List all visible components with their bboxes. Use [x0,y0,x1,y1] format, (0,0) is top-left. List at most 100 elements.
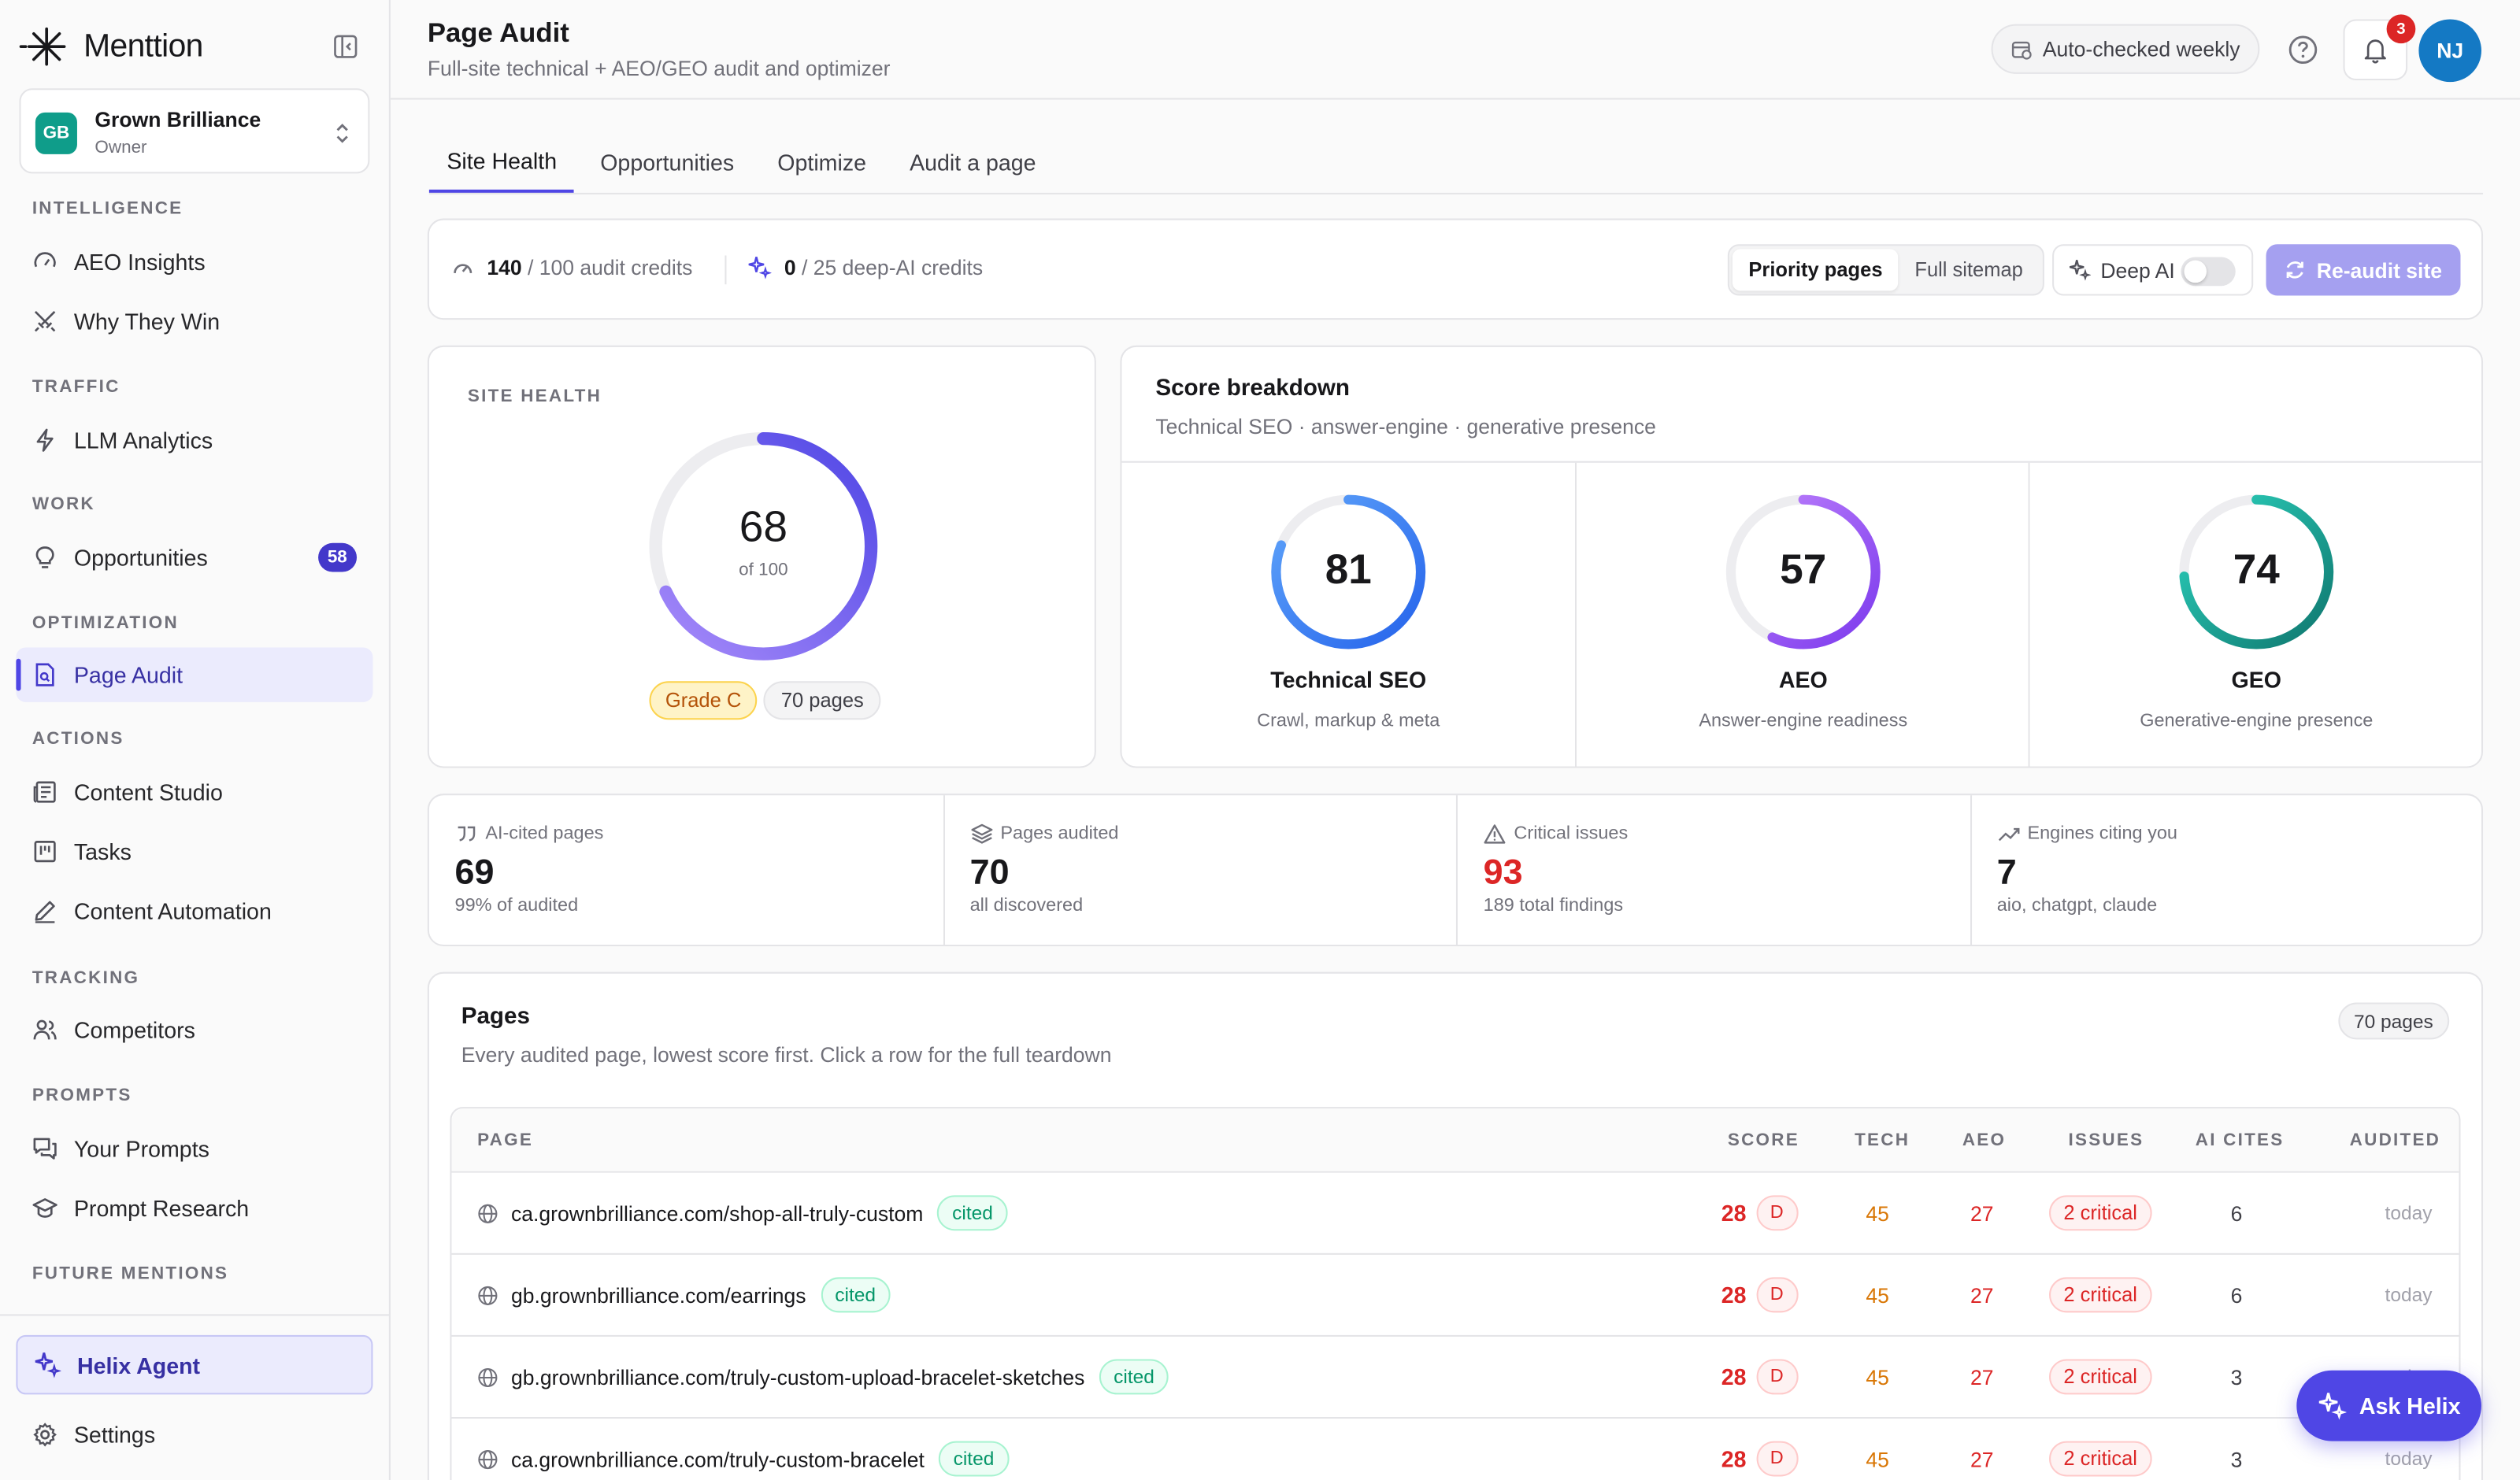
sidebar-item-label: Page Audit [73,661,183,688]
column-audited[interactable]: AUDITED [2349,1130,2441,1151]
stat-label-group: AI-cited pages [455,823,603,845]
table-row[interactable]: ca.grownbrilliance.com/truly-custom-brac… [451,1419,2459,1480]
score-gauge-arc [1271,494,1426,649]
table-row[interactable]: ca.grownbrilliance.com/shop-all-truly-cu… [451,1173,2459,1255]
tab-site-health[interactable]: Site Health [428,131,575,193]
sidebar-item-aeo-insights[interactable]: AEO Insights [16,235,372,289]
notifications-button[interactable]: 3 [2343,14,2416,81]
stat-subtext: all discovered [969,896,1084,916]
tab-opportunities[interactable]: Opportunities [600,149,735,176]
full-sitemap-option[interactable]: Full sitemap [1914,258,2023,282]
users-icon [32,1017,58,1043]
grade-badge: Grade C [649,681,758,720]
sparkles-icon [2318,1393,2347,1420]
app-name: Menttion [83,28,203,64]
graduation-cap-icon [32,1195,58,1221]
section-label-prompts: PROMPTS [32,1086,132,1106]
score-name: Technical SEO [1270,666,1427,693]
page-score: 28 [1721,1445,1747,1472]
critical-issues-badge: 2 critical [2049,1277,2152,1313]
grade-badge: D [1755,1441,1798,1477]
column-tech[interactable]: TECH [1855,1130,1910,1151]
auto-checked-label: Auto-checked weekly [2042,36,2240,61]
table-row[interactable]: gb.grownbrilliance.com/earrings cited 28 D 4… [451,1255,2459,1337]
sidebar-item-helix-agent[interactable]: Helix Agent [16,1334,373,1395]
grade-badge: D [1755,1277,1798,1313]
top-header: Page Audit Full-site technical + AEO/GEO… [390,0,2520,100]
audited-date: today [2385,1201,2433,1225]
ask-helix-button[interactable]: Ask Helix [2296,1370,2481,1441]
aeo-score: 27 [1970,1201,1994,1226]
sidebar-item-why-they-win[interactable]: Why They Win [16,294,372,348]
help-icon[interactable] [2287,34,2319,66]
priority-pages-option[interactable]: Priority pages [1732,249,1899,291]
scope-segmented-control: Priority pages Full sitemap [1727,244,2044,296]
stat-label: Engines citing you [2027,823,2177,844]
score-breakdown-card: Score breakdown Technical SEO · answer-e… [1120,345,2484,768]
site-health-label: SITE HEALTH [467,387,602,407]
column-aeo[interactable]: AEO [1962,1130,2007,1151]
score-name: AEO [1778,666,1828,693]
score-column-aeo: 57 AEO Answer-engine readiness [1574,462,2029,768]
credits-toolbar: 140 / 100 audit credits 0 / 25 deep-AI c… [427,218,2484,320]
cited-badge: cited [937,1195,1008,1231]
re-audit-button[interactable]: Re-audit site [2266,244,2461,296]
auto-checked-badge[interactable]: Auto-checked weekly [1991,24,2260,74]
sidebar-item-opportunities[interactable]: Opportunities 58 [16,530,372,584]
deep-ai-credits: 0 / 25 deep-AI credits [747,255,983,279]
page-url[interactable]: ca.grownbrilliance.com/truly-custom-brac… [510,1446,925,1471]
tab-audit-a-page[interactable]: Audit a page [910,149,1036,176]
stat-engines-citing-you: Engines citing you 7 aio, chatgpt, claude [1970,795,2482,945]
table-row[interactable]: gb.grownbrilliance.com/truly-custom-uplo… [451,1337,2459,1419]
sidebar-item-content-studio[interactable]: Content Studio [16,764,372,819]
site-health-gauge: 68 of 100 [643,426,884,667]
page-url[interactable]: gb.grownbrilliance.com/earrings [510,1282,806,1308]
globe-icon [478,1203,498,1223]
sidebar-item-llm-analytics[interactable]: LLM Analytics [16,413,372,467]
sidebar-item-content-automation[interactable]: Content Automation [16,883,372,938]
audited-date: today [2385,1447,2433,1471]
sidebar-item-page-audit[interactable]: Page Audit [16,647,373,702]
page-cell: ca.grownbrilliance.com/shop-all-truly-cu… [477,1173,1008,1253]
org-switcher[interactable]: GB Grown Brilliance Owner [19,88,370,174]
critical-issues-badge: 2 critical [2049,1441,2152,1477]
globe-icon [478,1285,498,1304]
column-score[interactable]: SCORE [1727,1130,1799,1151]
tab-optimize[interactable]: Optimize [777,149,866,176]
sidebar-item-prompt-research[interactable]: Prompt Research [16,1181,372,1235]
pages-count-badge: 70 pages [2337,1002,2450,1040]
score-description: Generative-engine presence [2140,712,2374,731]
user-avatar[interactable]: NJ [2418,19,2481,83]
sidebar-item-label: Prompt Research [73,1195,250,1222]
section-label-tracking: TRACKING [32,968,140,989]
stat-value: 93 [1483,851,1523,892]
chat-icon [32,1136,58,1162]
column-ai-cites[interactable]: AI CITES [2195,1130,2285,1151]
sidebar-item-settings[interactable]: Settings [16,1408,372,1462]
trend-icon [1997,827,2019,842]
newspaper-icon [32,779,58,805]
page-url[interactable]: ca.grownbrilliance.com/shop-all-truly-cu… [510,1201,924,1226]
sidebar-divider [0,1314,391,1316]
site-health-score: 68 [739,502,788,551]
score-description: Crawl, markup & meta [1257,712,1440,731]
score-value: 74 [2233,544,2280,594]
page-url[interactable]: gb.grownbrilliance.com/truly-custom-uplo… [510,1364,1085,1389]
column-page[interactable]: PAGE [477,1130,534,1151]
sidebar-item-competitors[interactable]: Competitors [16,1002,372,1056]
deep-ai-toggle[interactable] [2181,257,2236,287]
section-label-optimization: OPTIMIZATION [32,613,179,634]
page-score: 28 [1721,1282,1747,1308]
logo[interactable]: Menttion [19,26,203,68]
collapse-sidebar-icon[interactable] [332,34,361,60]
issues-cell: 2 critical [2049,1419,2152,1480]
column-issues[interactable]: ISSUES [2068,1130,2144,1151]
stat-label-group: Pages audited [970,823,1118,845]
score-breakdown-divider [1121,461,2481,463]
sidebar-item-tasks[interactable]: Tasks [16,824,372,879]
org-role: Owner [94,138,147,157]
site-health-gauge-arc [649,431,878,660]
stat-label: Critical issues [1514,823,1629,844]
ai-cites-count: 6 [2230,1282,2243,1308]
sidebar-item-your-prompts[interactable]: Your Prompts [16,1121,372,1175]
